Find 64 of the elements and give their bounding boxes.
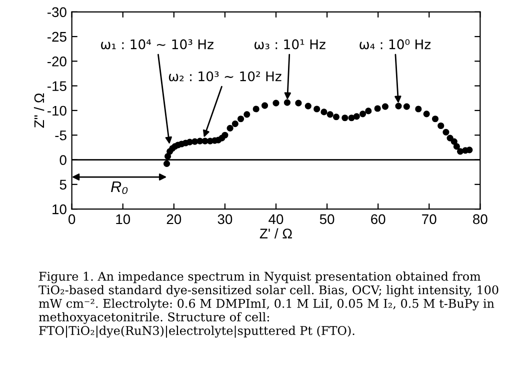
- point: [423, 110, 430, 118]
- point: [272, 100, 280, 106]
- annotation: ω₁ : 10⁴ ~ 10³ Hz: [101, 39, 214, 50]
- caption: Figure 1. An impedance spectrum in Nyquist presentation obtained from TiO₂-based standard dye-sensitized solar cell. Bias, OCV; light intensity, 100 mW cm⁻². Electrolyte: 0.6 M DMPImI, 0.1 M LiI, 0.05 M I₂, 0.5 M t-BuPy in methoxyacetonitrile. Structure of cell: FTO|TiO₂|dye(RuN3)|electrolyte|sputtered Pt (FTO).: [38, 272, 498, 338]
- annotation: R₀: [111, 182, 128, 194]
- x-tick-label: 0: [68, 214, 76, 224]
- point: [332, 114, 340, 120]
- point: [222, 132, 228, 138]
- point: [415, 106, 422, 112]
- point: [446, 134, 454, 142]
- y-axis-title: Z" / Ω: [34, 93, 44, 128]
- point: [365, 108, 372, 114]
- x-tick-label: 20: [166, 214, 182, 224]
- point: [237, 116, 244, 122]
- point: [450, 138, 458, 145]
- point: [374, 105, 381, 112]
- x-tick-label: 80: [473, 214, 488, 224]
- point: [395, 102, 402, 110]
- x-tick-label: 40: [268, 214, 284, 224]
- y-tick-label: -5: [55, 130, 66, 140]
- point: [442, 128, 450, 136]
- point: [244, 111, 250, 118]
- point: [304, 102, 312, 110]
- point: [196, 138, 204, 144]
- x-axis-title: Z' / Ω: [260, 228, 292, 238]
- y-tick-label: 10: [52, 204, 66, 214]
- x-tick-label: 70: [422, 214, 436, 224]
- point: [164, 153, 172, 160]
- point: [226, 124, 234, 132]
- x-tick-label: 30: [218, 214, 232, 224]
- annotation: ω₃ : 10¹ Hz: [254, 39, 326, 50]
- x-tick-label: 10: [116, 214, 130, 224]
- annotation: ω₂ : 10³ ~ 10² Hz: [168, 71, 282, 82]
- point: [320, 108, 328, 116]
- point: [186, 138, 194, 146]
- point: [353, 113, 360, 120]
- point: [295, 100, 302, 106]
- point: [466, 146, 473, 154]
- point: [438, 122, 444, 130]
- point: [314, 106, 320, 112]
- y-tick-label: -20: [48, 56, 66, 66]
- point: [456, 148, 464, 155]
- point: [261, 102, 268, 109]
- y-tick-label: -15: [48, 81, 66, 92]
- point: [403, 103, 410, 110]
- x-tick-label: 60: [371, 214, 386, 224]
- annotation: ω₄ : 10⁰ Hz: [360, 39, 431, 50]
- y-tick-label: 5: [60, 180, 66, 190]
- y-tick-label: -10: [48, 106, 66, 116]
- y-tick-label: -30: [48, 7, 66, 18]
- point: [432, 116, 439, 122]
- x-tick-label: 50: [320, 214, 334, 224]
- point: [252, 106, 260, 112]
- point: [284, 99, 291, 106]
- y-tick-label: -25: [48, 32, 66, 42]
- point: [359, 110, 366, 118]
- point: [326, 111, 334, 118]
- y-tick-label: 0: [60, 155, 66, 165]
- point: [232, 120, 238, 128]
- point: [163, 160, 170, 168]
- point: [453, 143, 460, 150]
- point: [342, 114, 348, 122]
- point: [382, 103, 389, 110]
- point: [348, 114, 355, 122]
